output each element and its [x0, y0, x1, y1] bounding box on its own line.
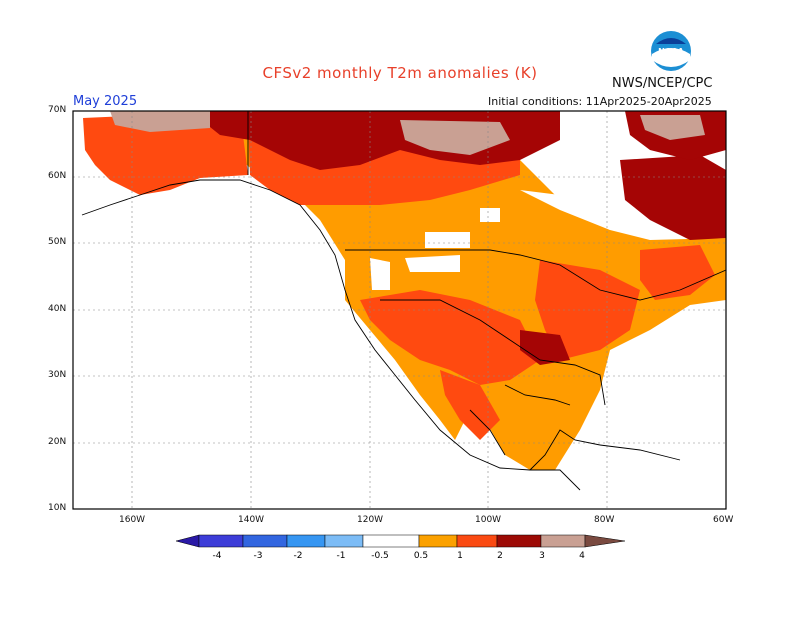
lat-label: 10N: [48, 503, 67, 513]
lat-label: 20N: [48, 437, 67, 447]
lon-label: 120W: [357, 515, 384, 525]
lat-label: 50N: [48, 237, 67, 247]
lon-label: 140W: [238, 515, 265, 525]
legend-arrow-high: [584, 534, 626, 548]
anomaly-region-alaska: [83, 111, 248, 195]
lon-label: 160W: [119, 515, 146, 525]
legend-swatch: [540, 534, 586, 548]
legend-label: -4: [213, 551, 222, 561]
anomaly-region-us-southwest: [360, 290, 540, 385]
legend-label: 1: [457, 551, 463, 561]
anomaly-gap-2: [405, 255, 460, 272]
legend-swatch: [362, 534, 420, 548]
anomaly-gap-3: [370, 258, 390, 290]
forecast-month: May 2025: [73, 94, 138, 109]
anomaly-gap-1: [425, 232, 470, 248]
anomaly-region-northeast: [640, 245, 715, 300]
legend-label: 3: [539, 551, 545, 561]
legend-swatch: [418, 534, 458, 548]
anomaly-region-tan-arctic: [400, 120, 510, 155]
legend-swatch: [496, 534, 542, 548]
anomaly-region-mexico-red: [440, 370, 500, 440]
legend-swatch: [198, 534, 244, 548]
lat-label: 40N: [48, 304, 67, 314]
lat-label: 30N: [48, 370, 67, 380]
anomaly-region-tan-alaska: [110, 111, 210, 132]
anomaly-gap-4: [480, 208, 500, 222]
initial-conditions: Initial conditions: 11Apr2025-20Apr2025: [488, 95, 712, 108]
anomaly-region-tan-east: [640, 115, 705, 140]
map-title: CFSv2 monthly T2m anomalies (K): [262, 64, 538, 82]
lon-label: 80W: [594, 515, 615, 525]
legend-label: -1: [337, 551, 346, 561]
lat-lon-grid: [73, 111, 726, 509]
agency-label: NWS/NCEP/CPC: [612, 76, 713, 91]
legend-swatch: [324, 534, 364, 548]
noaa-logo-icon: NOAA: [651, 31, 691, 71]
legend-swatch: [242, 534, 288, 548]
lon-label: 100W: [475, 515, 502, 525]
svg-text:NOAA: NOAA: [658, 47, 684, 56]
legend-label: -0.5: [371, 551, 389, 561]
anomaly-region-quebec: [620, 155, 726, 240]
lat-label: 60N: [48, 171, 67, 181]
legend-label: -3: [254, 551, 263, 561]
anomaly-region-south-darkred: [520, 330, 570, 365]
lat-label: 70N: [48, 105, 67, 115]
anomaly-region-us-east: [535, 260, 640, 360]
legend-label: 2: [497, 551, 503, 561]
legend-label: 4: [579, 551, 585, 561]
anomaly-gap-5: [520, 190, 610, 230]
legend-label: 0.5: [414, 551, 428, 561]
legend-arrow-low: [175, 534, 200, 548]
legend-label: -2: [294, 551, 303, 561]
color-legend: -4 -3 -2 -1 -0.5 0.5 1 2 3 4: [175, 534, 626, 561]
lon-label: 60W: [713, 515, 734, 525]
legend-swatch: [456, 534, 498, 548]
boundaries: [81, 111, 726, 491]
legend-swatch: [286, 534, 326, 548]
